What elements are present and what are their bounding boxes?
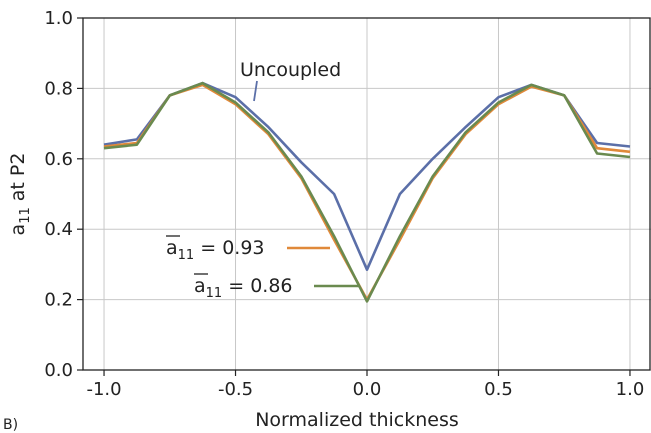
series-line-2 (103, 81, 631, 303)
y-tick-label: 0.8 (44, 78, 73, 99)
annotation-093-main: a (166, 237, 178, 259)
y-tick-label: 0.6 (44, 149, 73, 170)
annotation-uncoupled-pointer (253, 80, 258, 102)
axis-ticks: -1.0 -0.5 0.0 0.5 1.0 0.0 0.2 0.4 0.6 0.8 1.0 (44, 8, 644, 400)
y-tick-label: 0.0 (44, 360, 73, 381)
y-axis-label: a11 at P2 (7, 153, 33, 236)
y-axis-label-main: a (7, 224, 29, 236)
x-tick-label: 0.0 (353, 379, 382, 400)
y-axis-label-sub: 11 (18, 207, 33, 224)
annotation-093-sub: 11 (178, 248, 195, 263)
x-tick-label: 0.5 (484, 379, 513, 400)
annotation-086-main: a (194, 275, 206, 297)
grid-lines (83, 17, 651, 371)
annotation-086-sub: 11 (206, 286, 223, 301)
x-tick-label: -0.5 (218, 379, 253, 400)
x-tick-label: 1.0 (616, 379, 645, 400)
annotation-093-value: = 0.93 (194, 237, 264, 259)
x-tick-label: -1.0 (86, 379, 121, 400)
y-tick-label: 0.4 (44, 219, 73, 240)
annotation-086: a11 = 0.86 (194, 275, 293, 301)
series-group (103, 81, 631, 303)
annotation-093: a11 = 0.93 (166, 237, 265, 263)
annotation-uncoupled: Uncoupled (240, 59, 341, 81)
y-tick-label: 0.2 (44, 290, 73, 311)
y-tick-label: 1.0 (44, 8, 73, 29)
panel-label: B) (3, 417, 19, 433)
x-axis-label: Normalized thickness (255, 409, 459, 431)
annotation-086-value: = 0.86 (222, 275, 292, 297)
y-axis-label-rest: at P2 (7, 153, 29, 208)
